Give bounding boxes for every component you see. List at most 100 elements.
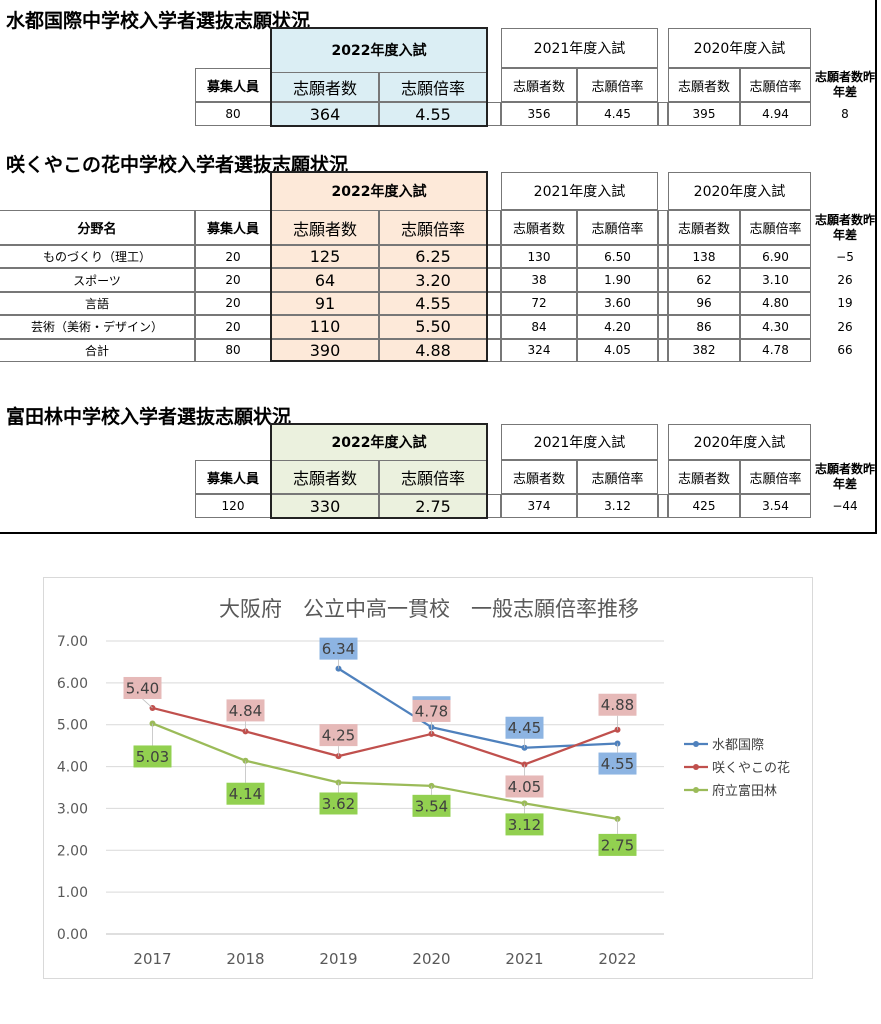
sakuya-row-0-field: ものづくり（理工） [0, 245, 195, 269]
mizuto-applicants-2021-header: 志願者数 [501, 68, 577, 102]
data-label-box [505, 775, 544, 798]
data-label-box [598, 833, 637, 856]
sakuya-header-spacer-2 [658, 210, 668, 245]
tonda-ratio-2022: 2.75 [379, 494, 487, 518]
data-label: 3.54 [415, 797, 448, 815]
mizuto-applicants-2022: 364 [271, 102, 379, 126]
tonda-year-2021-header: 2021年度入試 [501, 424, 658, 460]
sakuya-applicants-2020-header: 志願者数 [668, 210, 740, 245]
mizuto-applicants-2020-header: 志願者数 [668, 68, 740, 102]
x-tick-label: 2017 [133, 950, 171, 968]
data-point [335, 753, 342, 760]
sakuya-year-2022-header: 2022年度入試 [271, 172, 487, 210]
data-label-box [226, 699, 265, 722]
mizuto-ratio-2020: 4.94 [740, 102, 811, 126]
tonda-applicants-2022-header: 志願者数 [271, 460, 379, 494]
sakuya-year-2021-header: 2021年度入試 [501, 172, 658, 210]
mizuto-spacer-1 [487, 102, 501, 126]
sakuya-row-3-spacer-4 [487, 315, 501, 339]
data-label-box [123, 676, 162, 699]
sakuya-field-header: 分野名 [0, 210, 195, 245]
sakuya-row-4-spacer-4 [487, 338, 501, 362]
legend-marker [693, 764, 699, 770]
x-tick-label: 2021 [505, 950, 543, 968]
legend-marker [693, 787, 699, 793]
sakuya-row-4-field: 合計 [0, 338, 195, 362]
tonda-ratio-2022-header: 志願倍率 [379, 460, 487, 494]
tonda-ratio-2020-header: 志願倍率 [740, 460, 811, 494]
sakuya-ratio-2022-header: 志願倍率 [379, 210, 487, 245]
tonda-year-2022-header: 2022年度入試 [271, 424, 487, 460]
tonda-year-2020-header: 2020年度入試 [668, 424, 811, 460]
tonda-spacer-2 [658, 494, 668, 518]
sakuya-row-3-diff: 26 [837, 319, 853, 334]
series-line [152, 706, 618, 766]
y-tick-label: 7.00 [57, 634, 88, 650]
mizuto-ratio-2020-header: 志願倍率 [740, 68, 811, 102]
sakuya-row-3-field: 芸術（美術・デザイン） [0, 315, 195, 339]
sakuya-diff-header: 志願者数昨年差 [814, 212, 875, 242]
mizuto-applicants-2022-header: 志願者数 [271, 72, 379, 102]
data-label-box [412, 794, 451, 817]
sakuya-row-2-field: 言語 [0, 291, 195, 316]
mizuto-title: 水都国際中学校入学者選抜志願状況 [6, 10, 311, 32]
mizuto-spacer-2 [658, 102, 668, 126]
x-tick-label: 2020 [412, 950, 450, 968]
data-point [521, 800, 528, 807]
sakuya-row-3-r2020: 4.30 [740, 315, 811, 339]
mizuto-ratio-2022-header: 志願倍率 [379, 72, 487, 102]
sakuya-row-4-r2022: 4.88 [379, 338, 487, 362]
sakuya-row-2-diff: 19 [837, 296, 853, 311]
sakuya-row-2-r2020: 4.80 [740, 291, 811, 316]
sakuya-row-1-a2022: 64 [271, 268, 379, 292]
sakuya-row-1-r2022: 3.20 [379, 268, 487, 292]
sakuya-capacity-header: 募集人員 [195, 210, 271, 245]
data-label: 4.78 [415, 702, 448, 720]
sakuya-row-0-spacer-4 [487, 245, 501, 269]
y-tick-label: 4.00 [57, 760, 88, 776]
legend-marker [693, 741, 699, 747]
sakuya-row-0-spacer-7 [658, 245, 668, 269]
mizuto-year-2021-header: 2021年度入試 [501, 28, 658, 68]
sakuya-row-2-r2022: 4.55 [379, 291, 487, 316]
sakuya-row-2-a2020: 96 [668, 291, 740, 316]
tonda-applicants-2022: 330 [271, 494, 379, 518]
tonda-capacity-header: 募集人員 [195, 460, 271, 494]
sakuya-row-0-a2020: 138 [668, 245, 740, 269]
sakuya-row-1-r2021: 1.90 [577, 268, 658, 292]
sakuya-applicants-2021-header: 志願者数 [501, 210, 577, 245]
tonda-diff-header: 志願者数昨年差 [814, 462, 875, 491]
y-tick-label: 3.00 [57, 801, 88, 817]
sakuya-header-spacer-1 [487, 210, 501, 245]
sakuya-row-3-a2022: 110 [271, 315, 379, 339]
sakuya-row-1-field: スポーツ [0, 268, 195, 292]
data-label-box [598, 752, 637, 775]
sakuya-row-4-capacity: 80 [195, 338, 271, 362]
x-tick-label: 2018 [226, 950, 264, 968]
data-label-box [319, 792, 358, 815]
sakuya-row-0-capacity: 20 [195, 245, 271, 269]
tonda-ratio-2021-header: 志願倍率 [577, 460, 658, 494]
sakuya-row-1-a2020: 62 [668, 268, 740, 292]
sakuya-row-1-spacer-4 [487, 268, 501, 292]
sakuya-row-3-a2020: 86 [668, 315, 740, 339]
chart-container: 大阪府 公立中高一貫校 一般志願倍率推移 0.00 1.00 2.00 3.00 4.0… [43, 577, 813, 979]
data-label: 3.12 [508, 816, 541, 834]
legend-entry: 水都国際 [712, 738, 764, 753]
mizuto-ratio-2021-header: 志願倍率 [577, 68, 658, 102]
sakuya-row-4-spacer-7 [658, 338, 668, 362]
data-point [335, 665, 342, 672]
sakuya-row-1-diff: 26 [837, 273, 853, 288]
y-tick-label: 1.00 [57, 885, 88, 901]
sakuya-row-4-a2020: 382 [668, 338, 740, 362]
x-tick-label: 2022 [598, 950, 636, 968]
data-label-box [505, 813, 544, 836]
data-point [149, 720, 156, 727]
chart-title: 大阪府 公立中高一貫校 一般志願倍率推移 [219, 597, 639, 621]
data-label: 4.84 [229, 702, 262, 720]
data-label-box [505, 716, 544, 739]
tonda-diff: −44 [832, 499, 858, 513]
sakuya-row-1-spacer-7 [658, 268, 668, 292]
tonda-capacity: 120 [195, 494, 271, 518]
data-label: 4.25 [322, 727, 355, 745]
